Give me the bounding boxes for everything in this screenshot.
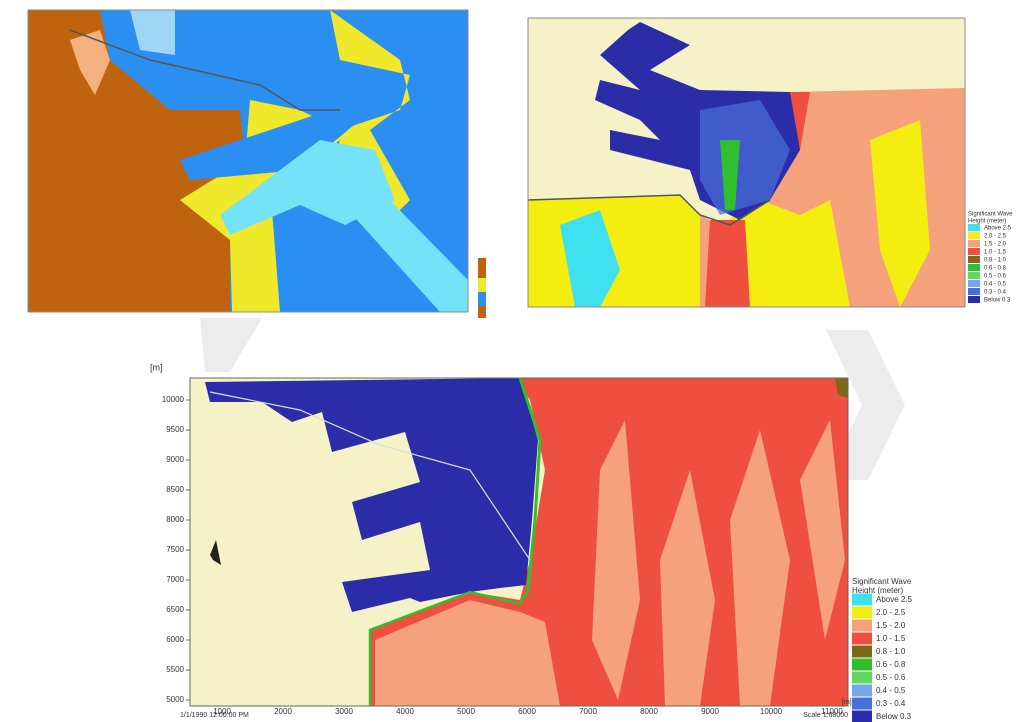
- x-tick-label: 10000: [760, 707, 783, 716]
- legend-swatch: [968, 248, 980, 255]
- x-tick-label: 4000: [396, 707, 414, 716]
- legend-label: 0.6 - 0.8: [984, 266, 1007, 272]
- y-tick-label: 7500: [166, 545, 184, 554]
- y-tick-label: 5000: [166, 695, 184, 704]
- legend-label: Below 0.3: [984, 298, 1011, 304]
- legend-label: 1.5 - 2.0: [984, 242, 1007, 248]
- legend-swatch: [478, 292, 486, 306]
- legend-label: 1.0 - 1.5: [984, 250, 1007, 256]
- legend-swatch: [968, 224, 980, 231]
- y-tick-label: 6000: [166, 635, 184, 644]
- legend-swatch: [968, 272, 980, 279]
- legend-swatch: [852, 711, 872, 722]
- y-tick-label: 8500: [166, 485, 184, 494]
- sea: [528, 195, 700, 307]
- legend-label: Above 2.5: [876, 595, 913, 604]
- y-tick-label: 10000: [162, 395, 185, 404]
- legend-label: 0.8 - 1.0: [984, 258, 1007, 264]
- legend-swatch: [478, 278, 486, 292]
- x-tick-label: 7000: [579, 707, 597, 716]
- legend-swatch: [852, 620, 872, 632]
- legend-label: Above 2.5: [984, 226, 1012, 232]
- legend-label: 1.0 - 1.5: [876, 634, 906, 643]
- page: [m] 1/1/1990 12:00:00 PM Scale 1:68000 S…: [0, 0, 1019, 722]
- legend: Significant WaveHeight (meter)Above 2.52…: [852, 577, 913, 722]
- legend-swatch: [852, 685, 872, 697]
- legend-swatch: [968, 280, 980, 287]
- legend-label: 0.3 - 0.4: [876, 699, 906, 708]
- y-tick-label: 9500: [166, 425, 184, 434]
- legend-title: Significant Wave: [852, 577, 912, 586]
- x-tick-label: 5000: [457, 707, 475, 716]
- y-unit: [m]: [150, 362, 163, 372]
- x-tick-label: 8000: [640, 707, 658, 716]
- x-tick-label: 2000: [274, 707, 292, 716]
- legend-title: Height (meter): [968, 219, 1006, 225]
- sea: [705, 220, 750, 307]
- legend-swatch: [852, 659, 872, 671]
- y-tick-label: 9000: [166, 455, 184, 464]
- legend-label: 2.0 - 2.5: [876, 608, 906, 617]
- legend-swatch: [968, 264, 980, 271]
- legend-title: Significant Wave: [968, 212, 1013, 218]
- wave-panel: [m] 1/1/1990 12:00:00 PM Scale 1:68000: [150, 362, 848, 718]
- legend-swatch: [852, 672, 872, 684]
- legend-swatch: [852, 698, 872, 710]
- x-tick-label: 1000: [213, 707, 231, 716]
- wave-panel-small: [528, 18, 965, 307]
- legend-label: 0.4 - 0.5: [984, 282, 1007, 288]
- bathymetry-panel: [28, 10, 486, 318]
- legend-swatch: [968, 296, 980, 303]
- legend-swatch: [968, 256, 980, 263]
- legend-swatch: [852, 607, 872, 619]
- legend-label: 0.6 - 0.8: [876, 660, 906, 669]
- legend-label: 0.4 - 0.5: [876, 686, 906, 695]
- y-tick-label: 5500: [166, 665, 184, 674]
- legend-swatch: [968, 232, 980, 239]
- legend-swatch: [968, 288, 980, 295]
- legend-swatch: [852, 594, 872, 606]
- x-tick-label: 11000: [821, 707, 843, 716]
- x-tick-label: 6000: [518, 707, 536, 716]
- legend-label: Below 0.3: [876, 712, 912, 721]
- legend-swatch: [852, 646, 872, 658]
- x-tick-label: 9000: [701, 707, 719, 716]
- legend-label: 0.5 - 0.6: [984, 274, 1007, 280]
- screen: [m] 1/1/1990 12:00:00 PM Scale 1:68000 S…: [0, 0, 1019, 722]
- legend-label: 1.5 - 2.0: [876, 621, 906, 630]
- legend-swatch: [852, 633, 872, 645]
- y-tick-label: 7000: [166, 575, 184, 584]
- x-unit: [m]: [842, 699, 852, 706]
- chevron: [200, 318, 262, 372]
- legend-label: 0.5 - 0.6: [876, 673, 906, 682]
- y-tick-label: 8000: [166, 515, 184, 524]
- y-tick-label: 6500: [166, 605, 184, 614]
- legend-label: 0.8 - 1.0: [876, 647, 906, 656]
- legend-swatch: [968, 240, 980, 247]
- x-tick-label: 3000: [335, 707, 353, 716]
- legend-label: 0.3 - 0.4: [984, 290, 1007, 296]
- legend-label: 2.0 - 2.5: [984, 234, 1007, 240]
